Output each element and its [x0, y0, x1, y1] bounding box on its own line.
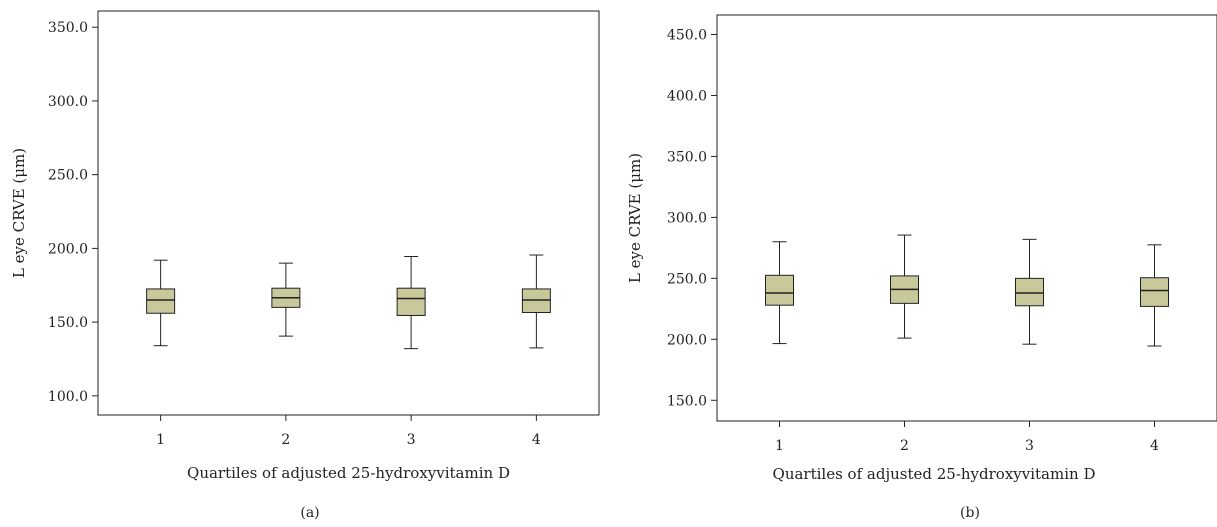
y-tick-label: 150.0	[667, 393, 707, 409]
x-tick-label: 2	[900, 438, 909, 454]
x-tick-label: 3	[1025, 438, 1034, 454]
y-tick-label: 350.0	[667, 149, 707, 165]
y-tick-label: 350.0	[48, 20, 88, 36]
y-tick-label: 200.0	[667, 332, 707, 348]
box-plot-4	[1140, 244, 1169, 347]
x-tick-label: 2	[281, 432, 290, 448]
box-plot-2	[890, 234, 919, 339]
x-tick-label: 4	[1150, 438, 1159, 454]
iqr-box	[1140, 277, 1169, 307]
chart-panel-2: 150.0 200.0 250.0 300.0 350.0 400.0 450.0 1 2 3 4 L…	[626, 14, 1217, 521]
y-tick-label: 250.0	[667, 271, 707, 287]
x-tick-label: 1	[775, 438, 784, 454]
iqr-box	[396, 287, 426, 316]
box-plot-2	[271, 262, 301, 337]
y-tick-label: 100.0	[48, 389, 88, 405]
box-plot-3	[1015, 238, 1044, 345]
y-tick-label: 200.0	[48, 241, 88, 257]
plot-frame	[97, 10, 600, 416]
x-axis-label: Quartiles of adjusted 25-hydroxyvitamin …	[773, 465, 1096, 483]
iqr-box	[765, 274, 794, 306]
y-tick-label: 250.0	[48, 168, 88, 184]
panel-label: (b)	[960, 505, 980, 521]
box-plot-1	[146, 259, 176, 347]
y-tick-label: 400.0	[667, 88, 707, 104]
box-plot-3	[396, 255, 426, 350]
x-tick-label: 3	[407, 432, 416, 448]
plot-frame	[716, 14, 1217, 422]
y-axis-label: L eye CRVE (μm)	[10, 148, 28, 278]
x-axis-label: Quartiles of adjusted 25-hydroxyvitamin …	[187, 464, 510, 482]
box-plot-4	[521, 254, 551, 349]
y-tick-label: 300.0	[667, 210, 707, 226]
iqr-box	[1015, 277, 1044, 307]
panel-label: (a)	[300, 505, 319, 521]
y-tick-label: 150.0	[48, 315, 88, 331]
x-tick-label: 1	[156, 432, 165, 448]
y-tick-label: 300.0	[48, 94, 88, 110]
box-plot-1	[765, 241, 794, 345]
x-tick-label: 4	[532, 432, 541, 448]
y-axis-label: L eye CRVE (μm)	[626, 153, 644, 283]
chart-panel-1: 100.0 150.0 200.0 250.0 300.0 350.0 1 2 3 4 L eye …	[10, 10, 600, 521]
iqr-box	[146, 288, 176, 314]
y-tick-label: 450.0	[667, 28, 707, 44]
